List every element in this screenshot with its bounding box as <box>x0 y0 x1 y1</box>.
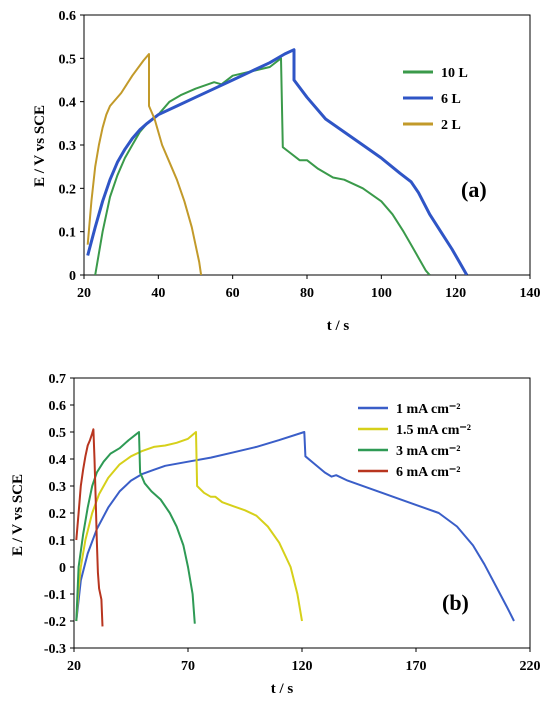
panel-b-y-tick-label: -0.3 <box>44 642 66 657</box>
panel-a-y-tick-label: 0.3 <box>59 139 77 154</box>
panel-a-label: (a) <box>461 177 487 202</box>
panel-b-y-axis-label: E / V vs SCE <box>10 474 26 556</box>
chart-panel-b: 20 70 120 170 220 -0.3 -0.2 -0.1 0 0.1 0.2 0.3 0.4 0.… <box>44 372 541 674</box>
panel-b-y-tick-label: 0.7 <box>49 372 67 387</box>
panel-b-y-tick-label: 0 <box>59 561 66 576</box>
panel-a-y-axis-label: E / V vs SCE <box>32 105 48 187</box>
panel-a-y-tick-label: 0.4 <box>59 96 77 111</box>
chart-panel-a: 20 40 60 80 100 120 140 0 0.1 0.2 0.3 0.4 0.5 0.6 10 L… <box>59 9 541 301</box>
panel-a-y-tick-label: 0 <box>69 269 76 284</box>
panel-a-legend-label-1: 6 L <box>441 92 461 107</box>
panel-b-y-tick-label: 0.4 <box>49 453 67 468</box>
panel-b-legend-label-0: 1 mA cm⁻² <box>396 402 460 417</box>
panel-a-x-axis-label: t / s <box>327 318 350 334</box>
panel-a-legend-label-0: 10 L <box>441 66 468 81</box>
panel-b-legend-label-3: 6 mA cm⁻² <box>396 465 460 480</box>
panel-a-x-tick-label: 140 <box>520 286 541 301</box>
panel-a-x-tick-label: 60 <box>226 286 240 301</box>
panel-b-x-axis-label: t / s <box>271 681 294 697</box>
panel-b-series-line-2 <box>75 431 196 624</box>
panel-a-series-line-1 <box>86 48 469 275</box>
panel-a-series-line-2 <box>86 53 203 275</box>
panel-b-x-tick-label: 20 <box>67 659 81 674</box>
panel-b-y-tick-label: 0.2 <box>49 507 67 522</box>
panel-b-legend-label-2: 3 mA cm⁻² <box>396 444 460 459</box>
panel-a-y-tick-label: 0.6 <box>59 9 77 24</box>
panel-b-x-tick-label: 70 <box>181 659 195 674</box>
panel-b-y-tick-label: -0.2 <box>44 615 66 630</box>
panel-b-label: (b) <box>442 590 469 615</box>
panel-a-series-line-0 <box>94 57 431 275</box>
panel-a-plot-frame <box>83 14 531 276</box>
panel-b-y-tick-label: 0.3 <box>49 480 67 495</box>
panel-a-x-tick-label: 100 <box>371 286 392 301</box>
panel-b-x-tick-label: 220 <box>520 659 541 674</box>
panel-a-legend-label-2: 2 L <box>441 118 461 133</box>
panel-b-series-line-3 <box>75 428 104 627</box>
panel-a-x-tick-label: 80 <box>300 286 314 301</box>
panel-b-y-tick-label: 0.5 <box>49 426 67 441</box>
panel-b-y-tick-label: 0.6 <box>49 399 67 414</box>
panel-a-y-tick-label: 0.5 <box>59 52 77 67</box>
panel-b-x-tick-label: 120 <box>292 659 313 674</box>
panel-a-x-tick-label: 20 <box>77 286 91 301</box>
panel-b-y-tick-label: -0.1 <box>44 588 66 603</box>
panel-b-series-line-1 <box>75 431 303 622</box>
panel-a-y-tick-label: 0.2 <box>59 182 77 197</box>
panel-a-x-tick-label: 40 <box>151 286 165 301</box>
panel-b-x-tick-label: 170 <box>406 659 427 674</box>
panel-b-y-tick-label: 0.1 <box>49 534 67 549</box>
panel-b-series-line-0 <box>75 431 515 622</box>
panel-b-legend-label-1: 1.5 mA cm⁻² <box>396 423 471 438</box>
panel-a-x-tick-label: 120 <box>445 286 466 301</box>
panel-a-y-tick-label: 0.1 <box>59 226 77 241</box>
